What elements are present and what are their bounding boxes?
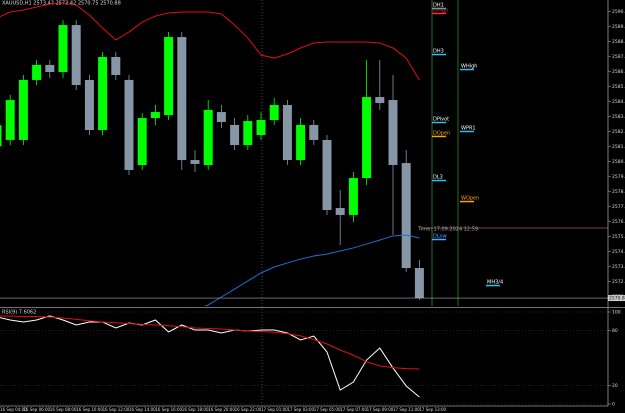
level-label: DHigh [433,7,448,13]
overlay-line [204,234,420,306]
candle-body [5,100,15,140]
x-tick-label: 17 Sep 11:00 [393,407,420,412]
candle-body [414,268,424,299]
x-tick-label: 16 Sep 14:00 [129,407,156,412]
candle-body [335,208,345,215]
y-tick-label: 2587.00 [612,54,625,60]
y-tick-label: 2581.00 [612,144,625,150]
candle-body [84,79,94,131]
candle-body [322,139,332,210]
indicator-tick-label: 20 [612,383,618,389]
candle-body [243,121,253,146]
candle-body [32,64,42,80]
candle-body [190,160,200,164]
level-label: WOpen [461,196,479,202]
x-tick-label: 17 Sep 01:00 [261,407,288,412]
y-tick-label: 2584.00 [612,99,625,105]
x-tick-label: 17 Sep 09:00 [367,407,394,412]
x-tick-label: 16 Sep 10:00 [76,407,103,412]
candle-body [203,109,213,165]
y-tick-label: 2578.00 [612,189,625,195]
y-tick-label: 2589.00 [612,24,625,30]
level-label: DPivot [433,117,449,123]
candle-body [71,25,81,86]
indicator-line [0,315,420,370]
y-tick-label: 2588.00 [612,39,625,45]
x-tick-label: 16 Sep 22:00 [235,407,262,412]
level-label: WPR1 [461,126,476,132]
candle-body [164,37,174,116]
y-tick-label: 2590.00 [612,9,625,15]
candle-body [296,124,306,161]
indicator-panel [0,311,608,405]
x-tick-label: 16 Sep 04:00 [0,407,27,412]
y-tick-label: 2575.00 [612,234,625,240]
candle-body [150,112,160,119]
y-tick-label: 2585.00 [612,84,625,90]
x-tick-label: 17 Sep 13:00 [419,407,446,412]
candle-body [269,105,279,120]
indicator-line [0,315,420,398]
candle-body [124,79,134,170]
level-label: DH3 [433,49,444,55]
level-label: DL3 [433,175,443,181]
candle-body [45,64,55,72]
x-tick-label: 17 Sep 07:00 [340,407,367,412]
y-tick-label: 2583.00 [612,114,625,120]
candle-body [18,79,28,140]
x-tick-label: 16 Sep 20:00 [208,407,235,412]
candle-body [111,57,121,75]
candle-body [362,97,372,179]
candle-body [256,120,266,135]
indicator-tick-label: 80 [612,328,618,334]
overlay-line [0,2,420,81]
y-tick-label: 2580.00 [612,159,625,165]
last-price-box [608,295,625,302]
level-label: DOpen [433,130,450,136]
y-tick-label: 2574.00 [612,249,625,255]
x-tick-label: 16 Sep 16:00 [155,407,182,412]
last-price-label: 2570.88 [609,296,625,302]
candle-body [282,105,292,161]
y-tick-label: 2579.00 [612,174,625,180]
candle-body [348,178,358,215]
annotation: Time: 17.09.2024 12:59 [417,227,478,233]
y-tick-label: 2582.00 [612,129,625,135]
level-label: WHigh [461,64,477,70]
x-tick-label: 16 Sep 18:00 [182,407,209,412]
candle-body [309,124,319,140]
candle-body [375,97,385,104]
level-label: DH1 [433,3,444,9]
candle-body [230,124,240,146]
candle-body [137,118,147,165]
indicator-tick-label: 0 [612,402,615,408]
y-tick-label: 2577.00 [612,204,625,210]
level-label: MH3/4 [487,280,503,286]
candle-body [58,25,68,72]
x-tick-label: 17 Sep 05:00 [314,407,341,412]
candle-body [0,125,2,147]
candle-body [388,100,398,165]
y-tick-label: 2576.00 [612,219,625,225]
candle-body [98,57,108,131]
level-label: DLow [433,234,447,240]
candle-body [177,37,187,161]
candle-body [401,163,411,269]
y-tick-label: 2572.00 [612,279,625,285]
y-tick-label: 2586.00 [612,69,625,75]
x-tick-label: 17 Sep 03:00 [287,407,314,412]
indicator-tick-label: 100 [612,310,621,316]
x-tick-label: 16 Sep 12:00 [103,407,130,412]
x-tick-label: 16 Sep 08:00 [50,407,77,412]
candle-body [216,112,226,122]
x-tick-label: 16 Sep 06:00 [23,407,50,412]
y-tick-label: 2573.00 [612,264,625,270]
indicator-title: RSI(9) 7.6062 [2,310,36,316]
